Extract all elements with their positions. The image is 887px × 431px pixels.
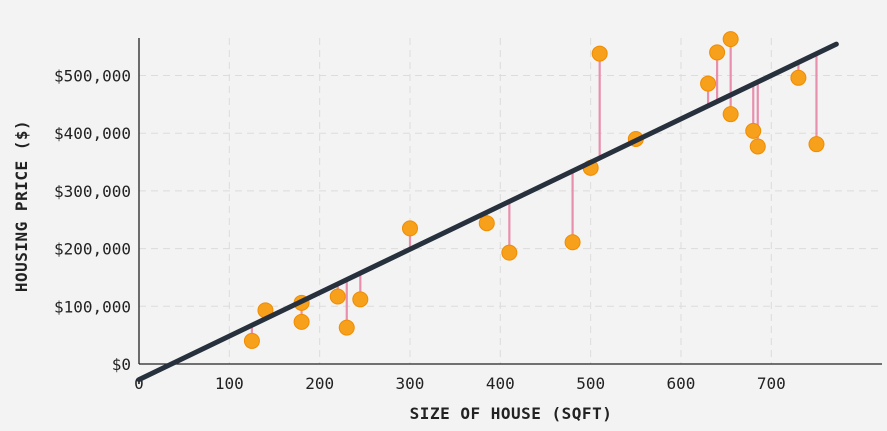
data-point [745,122,762,139]
x-tick-label: 400 [486,374,515,393]
data-point [700,75,717,92]
x-tick-label: 0 [134,374,144,393]
data-point [293,313,310,330]
x-tick-labels: 0 100 200 300 400 500 600 700 [134,374,786,393]
data-point [478,215,495,232]
y-tick-label: $500,000 [54,67,131,86]
data-point [790,69,807,86]
data-point [338,319,355,336]
x-tick-label: 500 [576,374,605,393]
data-point [591,45,608,62]
y-tick-label: $200,000 [54,240,131,259]
data-point [352,291,369,308]
y-tick-label: $0 [112,355,131,374]
data-point [564,234,581,251]
y-tick-label: $300,000 [54,182,131,201]
data-point [808,136,825,153]
data-point [501,244,518,261]
data-point [749,138,766,155]
data-point [243,332,260,349]
x-tick-label: 700 [757,374,786,393]
data-point [401,220,418,237]
data-point [722,106,739,123]
data-points [243,31,825,349]
regression-line [136,41,839,383]
data-point [722,31,739,48]
data-point [329,288,346,305]
y-tick-labels: $0 $100,000 $200,000 $300,000 $400,000 $500,0… [54,67,131,375]
x-tick-label: 600 [667,374,696,393]
data-point [709,44,726,61]
y-tick-label: $100,000 [54,297,131,316]
y-axis-label: HOUSING PRICE ($) [12,120,31,292]
x-axis-label: SIZE OF HOUSE (SQFT) [410,404,613,423]
x-tick-label: 200 [305,374,334,393]
y-tick-label: $400,000 [54,124,131,143]
x-tick-label: 100 [215,374,244,393]
x-tick-label: 300 [396,374,425,393]
